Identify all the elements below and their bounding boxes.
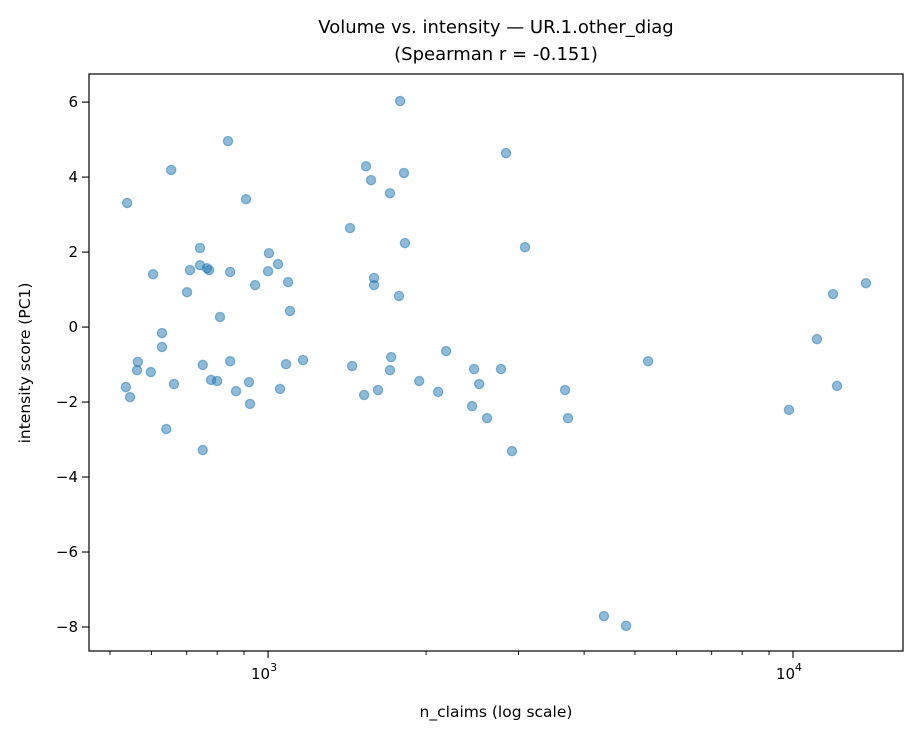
- data-point: [181, 286, 193, 298]
- data-point: [124, 391, 136, 403]
- data-point: [811, 333, 823, 345]
- data-point: [243, 376, 255, 388]
- y-axis-label: intensity score (PC1): [16, 283, 34, 444]
- y-tick-label: −4: [56, 468, 78, 486]
- data-point: [168, 378, 180, 390]
- data-point: [224, 266, 236, 278]
- data-point: [473, 378, 485, 390]
- data-point: [145, 366, 157, 378]
- data-point: [194, 242, 206, 254]
- data-point: [384, 187, 396, 199]
- data-point: [831, 380, 843, 392]
- data-point: [244, 398, 256, 410]
- data-point: [500, 147, 512, 159]
- data-point: [506, 445, 518, 457]
- data-point: [620, 620, 632, 632]
- data-point: [297, 354, 309, 366]
- y-tick-label: −8: [56, 618, 78, 636]
- data-point: [165, 164, 177, 176]
- y-tick-label: 4: [68, 168, 78, 186]
- y-tick-label: −2: [56, 393, 78, 411]
- data-point: [249, 279, 261, 291]
- data-point: [147, 268, 159, 280]
- data-point: [224, 355, 236, 367]
- data-point: [161, 423, 172, 435]
- data-point: [211, 375, 223, 387]
- data-point: [284, 305, 296, 317]
- data-point: [827, 288, 839, 300]
- data-point: [368, 279, 380, 291]
- data-point: [120, 381, 132, 393]
- data-point: [432, 386, 444, 398]
- data-point: [358, 389, 370, 401]
- data-point: [156, 341, 168, 353]
- x-axis: 103 104: [109, 651, 802, 683]
- plot-frame: [88, 73, 904, 652]
- data-point: [197, 359, 208, 371]
- y-tick-label: 0: [68, 318, 78, 336]
- data-point: [263, 247, 275, 259]
- data-point: [468, 363, 480, 375]
- data-point: [642, 355, 654, 367]
- data-point: [344, 222, 356, 234]
- data-point: [274, 383, 286, 395]
- y-tick-label: 6: [68, 93, 78, 111]
- data-point: [394, 95, 406, 107]
- data-point: [121, 197, 133, 209]
- data-point: [272, 258, 284, 270]
- chart-title: Volume vs. intensity — UR.1.other_diag: [318, 17, 673, 38]
- data-point: [399, 237, 411, 249]
- y-tick-label: 2: [68, 243, 78, 261]
- data-point: [598, 610, 610, 622]
- data-point: [384, 364, 396, 376]
- data-point: [440, 345, 452, 357]
- data-point: [860, 277, 872, 289]
- x-tick-label: 103: [251, 661, 277, 683]
- x-axis-label: n_claims (log scale): [420, 703, 573, 722]
- data-point: [214, 311, 226, 323]
- data-point: [385, 351, 397, 363]
- y-axis: 6 4 2 0 −2 −4 −6 −8: [56, 93, 89, 636]
- data-point: [562, 412, 574, 424]
- data-point: [398, 167, 410, 179]
- data-point: [222, 135, 234, 147]
- data-point: [156, 327, 168, 339]
- data-point: [346, 360, 358, 372]
- data-point: [413, 375, 425, 387]
- data-point: [519, 241, 531, 253]
- data-point: [282, 276, 294, 288]
- chart-subtitle: (Spearman r = -0.151): [394, 44, 598, 65]
- data-point: [372, 384, 384, 396]
- data-point: [240, 193, 252, 205]
- data-point: [360, 160, 372, 172]
- data-point: [393, 290, 405, 302]
- data-point: [365, 174, 377, 186]
- data-point: [197, 444, 208, 456]
- data-point: [262, 265, 274, 277]
- data-point: [495, 363, 507, 375]
- data-point: [184, 264, 196, 276]
- data-point: [203, 264, 215, 276]
- data-point: [559, 384, 571, 396]
- y-tick-label: −6: [56, 543, 78, 561]
- data-point: [132, 356, 144, 368]
- data-point: [280, 358, 292, 370]
- data-point: [783, 404, 795, 416]
- data-point: [481, 412, 493, 424]
- data-point: [230, 385, 242, 397]
- x-tick-label: 104: [776, 661, 802, 683]
- points-layer: [120, 95, 872, 632]
- data-point: [466, 400, 478, 412]
